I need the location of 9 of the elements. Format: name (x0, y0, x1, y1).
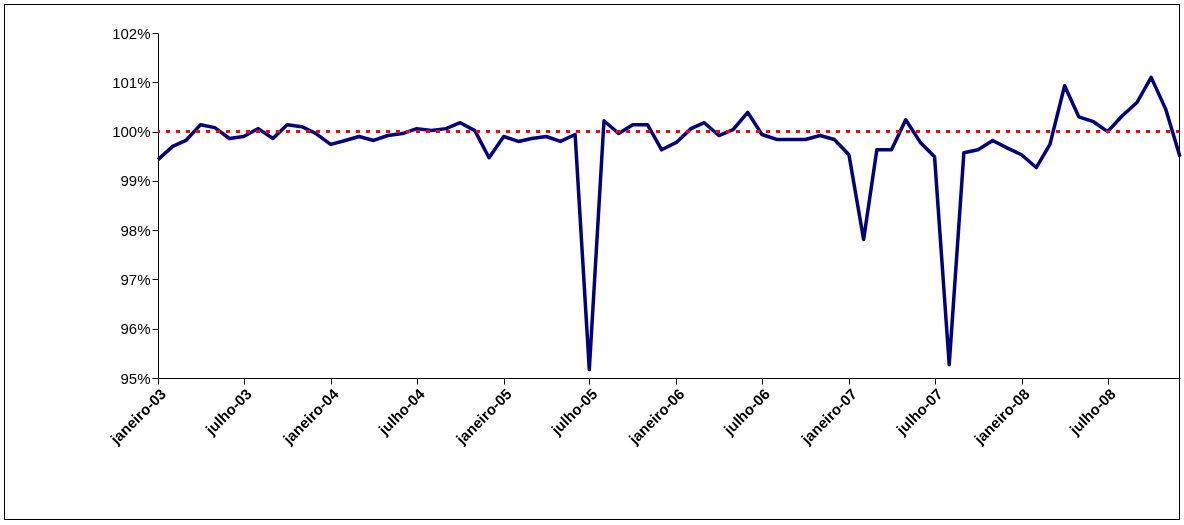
y-tick-label: 102% (112, 24, 151, 42)
y-tick-label: 96% (120, 320, 151, 338)
y-tick-label: 98% (120, 221, 151, 239)
y-tick-label: 100% (112, 123, 151, 141)
y-tick-label: 99% (120, 172, 151, 190)
line-series (156, 75, 1182, 372)
y-tick-label: 95% (120, 369, 151, 387)
y-tick-label: 101% (112, 73, 151, 91)
y-tick-label: 97% (120, 270, 151, 288)
